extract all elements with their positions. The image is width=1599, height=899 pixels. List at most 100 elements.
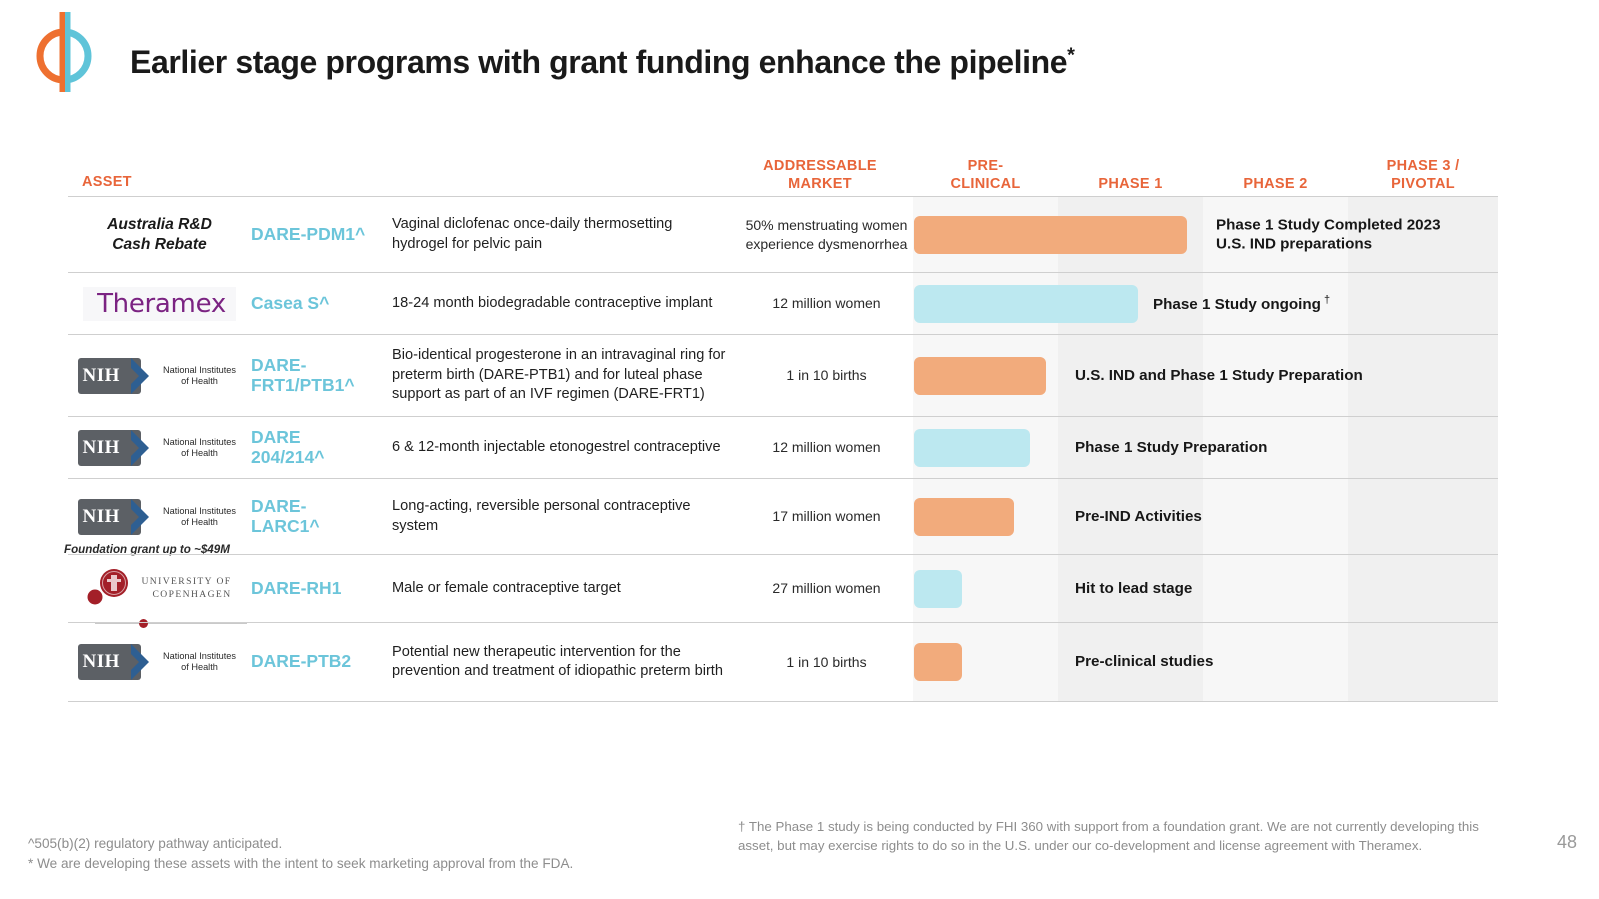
col-header-phase3-pivotal: PHASE 3 / PIVOTAL xyxy=(1348,157,1498,194)
asset-code[interactable]: DARE- LARC1^ xyxy=(251,496,320,536)
table-row[interactable]: UNIVERSITY OF COPENHAGEN DARE-RH1 Male o… xyxy=(68,554,1498,628)
cell-asset-code[interactable]: DARE- LARC1^ xyxy=(251,479,392,554)
asset-code[interactable]: DARE 204/214^ xyxy=(251,426,324,467)
nih-badge: NIH xyxy=(77,644,149,680)
footnote-right: † The Phase 1 study is being conducted b… xyxy=(738,819,1479,853)
cell-description: 18-24 month biodegradable contraceptive … xyxy=(392,273,740,334)
nih-logo-icon: NIH National Institutes of Health xyxy=(77,644,242,680)
table-row[interactable]: Australia R&D Cash Rebate DARE-PDM1^ Vag… xyxy=(68,196,1498,272)
nih-wordmark: National Institutes of Health xyxy=(158,651,242,673)
nih-wordmark-line2: of Health xyxy=(181,375,218,386)
nih-badge: NIH xyxy=(77,429,149,466)
phase-status-line1: Pre-clinical studies xyxy=(1075,653,1214,671)
asset-code[interactable]: DARE-PDM1^ xyxy=(251,223,366,245)
addressable-market-value: 50% menstruating women experience dysmen… xyxy=(745,216,908,252)
col-header-asset: ASSET xyxy=(82,174,132,191)
phase-status-text: Hit to lead stage xyxy=(1075,579,1192,599)
cell-addressable-market: 1 in 10 births xyxy=(740,623,913,701)
cell-addressable-market: 12 million women xyxy=(740,273,913,334)
cell-description: Long-acting, reversible personal contrac… xyxy=(392,479,740,554)
phase-status-text: Phase 1 Study Preparation xyxy=(1075,438,1267,458)
cell-partner: UNIVERSITY OF COPENHAGEN xyxy=(68,555,251,628)
status-dagger: † xyxy=(1320,293,1331,306)
table-row[interactable]: NIH National Institutes of Health DARE 2… xyxy=(68,416,1498,478)
asset-code-line1: DARE-PDM1^ xyxy=(251,223,366,244)
asset-description: Male or female contraceptive target xyxy=(392,579,621,596)
cell-asset-code[interactable]: DARE-PTB2 xyxy=(251,623,392,701)
phase-status-line1: Phase 1 Study ongoing † xyxy=(1153,293,1331,313)
asset-code-line2: FRT1/PTB1^ xyxy=(251,374,355,395)
col-header-market-line2: MARKET xyxy=(788,176,852,193)
cell-asset-code[interactable]: DARE-RH1 xyxy=(251,555,392,622)
cell-description: Vaginal diclofenac once-daily thermosett… xyxy=(392,197,740,272)
asset-description: Potential new therapeutic intervention f… xyxy=(392,643,723,679)
nih-logo-icon: NIH National Institutes of Health xyxy=(77,498,242,535)
university-of-copenhagen-logo-icon: UNIVERSITY OF COPENHAGEN xyxy=(87,566,248,628)
page-number: 48 xyxy=(1556,832,1577,852)
col-header-phase1: PHASE 1 xyxy=(1098,176,1163,193)
nih-wordmark-line2: of Health xyxy=(181,662,218,672)
nih-chevron-icon xyxy=(130,644,149,680)
asset-code[interactable]: Casea S^ xyxy=(251,293,329,314)
cell-asset-code[interactable]: DARE-PDM1^ xyxy=(251,197,392,272)
nih-chevron-icon xyxy=(130,357,149,394)
cell-partner: NIH National Institutes of Health xyxy=(68,417,251,478)
nih-wordmark-line1: National Institutes xyxy=(162,436,237,447)
addressable-market-value: 17 million women xyxy=(772,508,881,525)
phase-status-text: Phase 1 Study Completed 2023 U.S. IND pr… xyxy=(1216,215,1441,255)
col-header-preclinical-line1: PRE- xyxy=(967,157,1004,174)
table-row[interactable]: NIH National Institutes of Health DARE- … xyxy=(68,334,1498,416)
table-row[interactable]: NIH National Institutes of Health DARE-P… xyxy=(68,622,1498,702)
page-title-text: Earlier stage programs with grant fundin… xyxy=(130,44,1068,80)
cell-addressable-market: 17 million women xyxy=(740,479,913,554)
cell-partner: NIH National Institutes of Health xyxy=(68,335,251,416)
nih-wordmark: National Institutes of Health xyxy=(158,506,242,528)
partner-label-line1: Australia R&D xyxy=(107,216,212,234)
cell-phase-progress: Phase 1 Study Preparation xyxy=(913,417,1498,478)
page-title: Earlier stage programs with grant fundin… xyxy=(130,44,1075,81)
nih-wordmark-line2: of Health xyxy=(181,516,218,527)
asset-code[interactable]: DARE-PTB2 xyxy=(251,652,351,672)
table-header-row: ASSET ADDRESSABLE MARKET PRE- CLINICAL P… xyxy=(68,150,1498,196)
phase-progress-bar xyxy=(914,284,1138,323)
asset-description: Vaginal diclofenac once-daily thermosett… xyxy=(392,216,673,252)
nih-wordmark: National Institutes of Health xyxy=(158,437,242,459)
table-row[interactable]: NIH National Institutes of Health Founda… xyxy=(64,478,1498,556)
nih-badge-text: NIH xyxy=(82,651,120,672)
cell-partner: NIH National Institutes of Health Founda… xyxy=(64,479,251,556)
table-row[interactable]: Theramex Casea S^ 18-24 month biodegrada… xyxy=(68,272,1498,334)
pipeline-table: ASSET ADDRESSABLE MARKET PRE- CLINICAL P… xyxy=(64,150,1498,702)
cell-asset-code[interactable]: DARE- FRT1/PTB1^ xyxy=(251,335,392,416)
cell-phase-progress: U.S. IND and Phase 1 Study Preparation xyxy=(913,335,1498,416)
asset-description: Bio-identical progesterone in an intrava… xyxy=(392,347,726,403)
phase-status-text: Pre-clinical studies xyxy=(1075,652,1213,672)
partner-label-line2: Cash Rebate xyxy=(112,235,207,253)
asset-code-line1: DARE-RH1 xyxy=(251,577,342,598)
col-header-market-line1: ADDRESSABLE xyxy=(763,157,877,174)
dare-bioscience-logo-icon xyxy=(28,8,98,96)
phase-status-line1: Pre-IND Activities xyxy=(1075,507,1202,525)
ucph-dot-icon xyxy=(139,618,149,628)
asset-code-line1: DARE xyxy=(251,426,301,447)
phase-progress-bar xyxy=(914,497,1014,536)
cell-description: Bio-identical progesterone in an intrava… xyxy=(392,335,740,416)
nih-wordmark-line1: National Institutes xyxy=(162,364,237,375)
asset-code[interactable]: DARE-RH1 xyxy=(251,577,342,599)
cell-addressable-market: 27 million women xyxy=(740,555,913,622)
cell-phase-progress: Phase 1 Study ongoing † xyxy=(913,273,1498,334)
phase-status-text: Pre-IND Activities xyxy=(1075,507,1202,527)
ucph-wordmark-line2: COPENHAGEN xyxy=(152,588,232,600)
cell-asset-code[interactable]: DARE 204/214^ xyxy=(251,417,392,478)
cell-phase-progress: Phase 1 Study Completed 2023 U.S. IND pr… xyxy=(913,197,1498,272)
phase-progress-bar xyxy=(914,569,962,608)
cell-description: 6 & 12-month injectable etonogestrel con… xyxy=(392,417,740,478)
addressable-market-value: 27 million women xyxy=(772,580,881,597)
nih-chevron-icon xyxy=(130,429,149,466)
addressable-market-value: 1 in 10 births xyxy=(786,367,867,384)
asset-code[interactable]: DARE- FRT1/PTB1^ xyxy=(251,355,355,395)
ucph-seal-icon xyxy=(87,568,129,604)
asset-description: Long-acting, reversible personal contrac… xyxy=(392,498,691,534)
addressable-market-value: 1 in 10 births xyxy=(786,653,867,670)
cell-asset-code[interactable]: Casea S^ xyxy=(251,273,392,334)
nih-badge: NIH xyxy=(77,498,149,535)
